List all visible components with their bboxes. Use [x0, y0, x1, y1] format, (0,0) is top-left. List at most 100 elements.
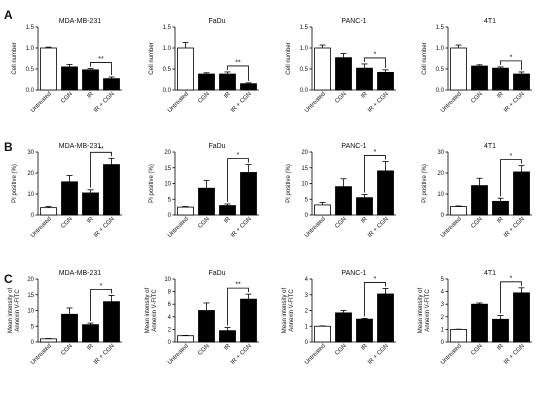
bar-ir	[219, 205, 236, 216]
bar-cgn	[198, 187, 215, 216]
category-label: IR	[86, 343, 95, 352]
significance-bracket	[90, 62, 112, 75]
category-label: IR	[360, 91, 369, 100]
y-tick-label: 5	[305, 197, 309, 203]
category-label: IR	[496, 216, 505, 225]
chart-1: MDA-MB-231 Cell number 0.0 0.5 1.0 1.5 Untreat…	[12, 18, 122, 114]
y-tick-label: 3	[305, 293, 309, 299]
bar-cgn	[471, 303, 488, 343]
category-label: IR + CGN	[503, 343, 526, 366]
category-label: CGN	[334, 91, 348, 105]
bar-ir-cgn	[377, 293, 394, 343]
category-label: IR + CGN	[93, 343, 116, 366]
category-label: IR	[223, 216, 232, 225]
panel-letter-b: B	[4, 140, 13, 154]
chart-8: 4T1 PI positive (%) 0 10 20 30 Untreated CGN IRI…	[422, 143, 532, 239]
category-label: Untreated	[30, 343, 53, 366]
panel-letter-a: A	[4, 8, 13, 22]
significance-label: **	[98, 146, 104, 153]
category-label: IR + CGN	[503, 91, 526, 114]
bar-ir	[219, 73, 236, 91]
chart-10: FaDu Mean intensity ofAnnexin V-FITC 0 2 4 6 8…	[145, 270, 259, 366]
chart-title: MDA-MB-231	[59, 270, 102, 277]
y-axis-label-line: Mean intensity of	[418, 287, 424, 333]
bar-ir	[492, 200, 509, 216]
category-label: Untreated	[30, 91, 53, 114]
chart-title: PANC-1	[341, 143, 366, 150]
chart-11: PANC-1 Mean intensity ofAnnexin V-FITC 0 1 2…	[282, 270, 396, 366]
y-tick-label: 1.5	[436, 25, 445, 31]
significance-label: **	[235, 282, 241, 289]
y-tick-label: 0.5	[26, 67, 35, 73]
chart-title: PANC-1	[341, 18, 366, 25]
chart-title: 4T1	[484, 18, 496, 25]
y-tick-label: 10	[164, 182, 171, 188]
category-label: CGN	[470, 216, 484, 230]
significance-label: *	[510, 153, 513, 160]
y-tick-label: 15	[164, 166, 171, 172]
y-axis-label-line: Mean intensity of	[145, 287, 151, 333]
chart-4: 4T1 Cell number 0.0 0.5 1.0 1.5 Untreated CGN IR…	[422, 18, 532, 114]
y-tick-label: 2	[441, 315, 445, 321]
y-tick-label: 4	[168, 315, 172, 321]
category-label: Untreated	[440, 91, 463, 114]
significance-label: **	[98, 56, 104, 63]
y-tick-label: 0	[31, 340, 35, 346]
bar-ir	[82, 69, 99, 91]
bar-untreated	[314, 47, 331, 91]
y-axis-label: Cell number	[286, 42, 292, 74]
y-axis-label-line: Annexin V-FITC	[289, 289, 295, 332]
category-label: Untreated	[304, 343, 327, 366]
y-tick-label: 0	[31, 213, 35, 219]
category-label: IR + CGN	[93, 216, 116, 239]
y-axis-label: Cell number	[422, 42, 428, 74]
significance-label: *	[374, 276, 377, 283]
category-label: CGN	[470, 343, 484, 357]
y-tick-label: 20	[164, 150, 171, 156]
bar-ir	[356, 197, 373, 216]
chart-title: FaDu	[208, 143, 225, 150]
chart-2: FaDu Cell number 0.0 0.5 1.0 1.5 Untreated CGN I…	[149, 18, 259, 114]
bar-ir	[356, 67, 373, 91]
bar-ir-cgn	[513, 171, 530, 216]
y-axis-label: Mean intensity ofAnnexin V-FITC	[418, 287, 431, 333]
y-tick-label: 1.0	[300, 46, 309, 52]
y-tick-label: 2	[168, 327, 172, 333]
chart-title: MDA-MB-231	[59, 143, 102, 150]
bar-untreated	[314, 204, 331, 216]
significance-label: *	[510, 275, 513, 282]
chart-12: 4T1 Mean intensity ofAnnexin V-FITC 0 1 2 3 4 5…	[418, 270, 532, 366]
bar-ir	[492, 67, 509, 91]
bar-untreated	[40, 207, 57, 216]
bar-ir	[492, 318, 509, 343]
bar-ir-cgn	[240, 172, 257, 216]
significance-label: **	[235, 59, 241, 66]
significance-label: *	[374, 51, 377, 58]
chart-title: 4T1	[484, 270, 496, 277]
category-label: Untreated	[440, 343, 463, 366]
category-label: CGN	[334, 343, 348, 357]
bar-ir-cgn	[240, 298, 257, 343]
significance-bracket	[500, 281, 522, 314]
y-tick-label: 0.0	[26, 88, 35, 94]
y-tick-label: 5	[31, 324, 35, 330]
bar-cgn	[61, 181, 78, 216]
y-axis-label: PI positive (%)	[286, 164, 292, 203]
bar-cgn	[335, 186, 352, 216]
bar-ir-cgn	[513, 292, 530, 343]
bar-ir-cgn	[377, 170, 394, 216]
category-label: IR + CGN	[367, 91, 390, 114]
category-label: Untreated	[167, 216, 190, 239]
y-tick-label: 4	[305, 277, 309, 283]
chart-title: PANC-1	[341, 270, 366, 277]
y-tick-label: 0	[441, 340, 445, 346]
significance-bracket	[364, 57, 386, 68]
category-label: IR + CGN	[230, 216, 253, 239]
y-tick-label: 0	[168, 340, 172, 346]
significance-label: *	[374, 149, 377, 156]
bar-untreated	[450, 47, 467, 91]
bar-cgn	[471, 185, 488, 216]
y-tick-label: 2	[305, 309, 309, 315]
y-tick-label: 10	[437, 192, 444, 198]
y-tick-label: 10	[164, 277, 171, 283]
